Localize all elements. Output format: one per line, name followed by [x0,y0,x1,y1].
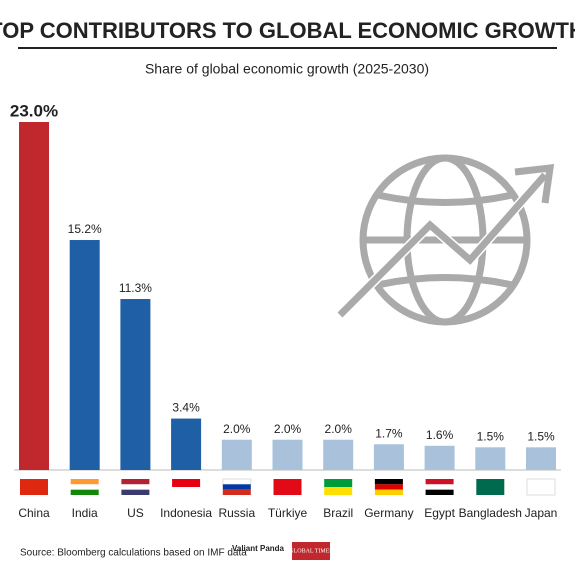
flag [222,489,251,495]
logo: Valiant Panda [232,544,285,553]
bar [323,439,354,470]
flag [20,479,48,495]
flag [526,478,556,496]
bar [373,444,404,470]
x-tick-label: US [127,506,144,520]
bar [171,418,202,470]
x-tick-label: India [72,506,98,520]
bar [475,447,506,470]
bar [221,439,252,470]
value-label: 1.6% [426,428,454,442]
chart-subtitle: Share of global economic growth (2025-20… [145,61,429,77]
flag [324,479,353,487]
logo-box [292,542,330,560]
value-label: 23.0% [10,101,58,120]
flag [222,484,251,490]
value-label: 2.0% [274,422,302,436]
value-label: 1.7% [375,426,403,440]
flag [121,484,150,490]
flag [374,479,403,485]
flag [425,479,454,485]
bar [424,445,455,470]
value-label: 1.5% [477,429,505,443]
value-label: 11.3% [119,281,152,295]
flag [172,487,201,495]
bar [526,447,556,470]
value-label: 2.0% [223,422,251,436]
flag [70,479,99,485]
flag [324,487,353,495]
flag [222,478,252,485]
flag [70,489,99,495]
flag [70,484,99,490]
logo: GLOBAL TIMES [289,548,333,554]
x-tick-label: Bangladesh [459,506,522,520]
flag [374,484,403,490]
flag [121,479,150,485]
flag [425,489,454,495]
x-tick-label: China [18,506,50,520]
value-label: 2.0% [325,422,353,436]
flag [425,484,454,490]
flag [121,489,150,495]
value-label: 15.2% [68,222,102,236]
flag [476,479,505,495]
x-tick-label: Russia [218,506,255,520]
chart-title: TOP CONTRIBUTORS TO GLOBAL ECONOMIC GROW… [0,18,575,43]
bar [69,240,100,470]
source: Source: Bloomberg calculations based on … [20,548,247,559]
flag [273,479,302,495]
flag [374,489,403,495]
bar [19,122,49,470]
bar [272,439,303,470]
x-tick-label: Indonesia [160,506,212,520]
value-label: 3.4% [172,401,200,415]
x-tick-label: Brazil [323,506,353,520]
x-tick-label: Egypt [424,506,455,520]
x-tick-label: Japan [525,506,558,520]
bar [120,299,151,470]
globe-icon [336,154,555,326]
x-tick-label: Germany [364,506,413,520]
value-label: 1.5% [527,429,555,443]
x-tick-label: Türkiye [268,506,308,520]
flag [172,479,201,487]
